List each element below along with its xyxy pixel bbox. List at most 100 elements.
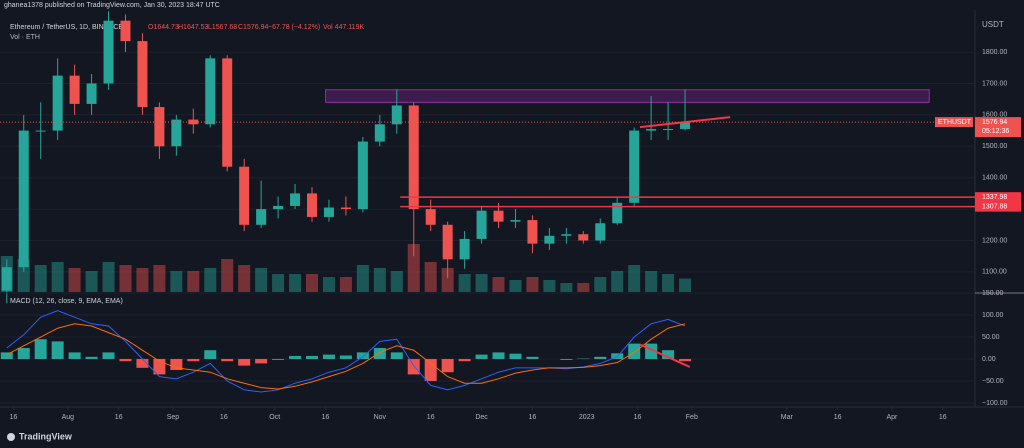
y-tick-label: 100.00 (982, 312, 1004, 319)
histogram-bar (594, 356, 607, 360)
histogram-bar (34, 339, 47, 360)
histogram-bar (272, 359, 285, 360)
volume-bar (441, 268, 454, 292)
volume-bar (289, 274, 302, 292)
volume-bar (577, 283, 590, 292)
axis-label: USDT (982, 20, 1004, 29)
histogram-bar (679, 359, 692, 362)
volume-bar (306, 274, 318, 292)
y-tick-label: 150.00 (982, 290, 1004, 297)
volume-bar (424, 262, 437, 292)
candle-body (188, 119, 199, 125)
chart-title: Ethereum / TetherUS, 1D, BINANCE (10, 24, 123, 31)
symbol-box (935, 117, 973, 128)
volume-bar (187, 271, 200, 292)
level-label-box (975, 192, 1021, 203)
x-tick-label: Dec (475, 414, 488, 421)
volume-bar (322, 277, 335, 292)
macd-line (6, 323, 686, 390)
histogram-bar (526, 356, 539, 360)
histogram-bar (492, 352, 505, 360)
histogram-bar (187, 359, 200, 362)
x-tick-label: 16 (322, 414, 330, 421)
x-tick-label: 16 (529, 414, 537, 421)
x-tick-label: Nov (374, 414, 387, 421)
x-tick-label: Aug (62, 414, 75, 421)
candle-body (374, 124, 385, 142)
last-price-label: 1576.94 (982, 119, 1007, 126)
histogram-bar (356, 352, 369, 360)
candle-body (290, 193, 301, 206)
volume-bar (272, 274, 285, 292)
y-tick-label: 1700.00 (982, 80, 1007, 87)
y-tick-label: 1100.00 (982, 269, 1007, 276)
volume-bar (509, 280, 522, 292)
candle-body (663, 129, 674, 131)
ohlc-legend: −67.78 (−4.12%) (268, 24, 320, 31)
volume-bar (339, 277, 352, 292)
macd-title: MACD (12, 26, close, 9, EMA, EMA) (10, 298, 123, 305)
candle-body (442, 224, 453, 260)
level-label: 1307.88 (982, 203, 1007, 210)
volume-bar (458, 274, 471, 292)
y-tick-label: 1600.00 (982, 112, 1007, 119)
y-tick-label: 50.00 (982, 334, 1000, 341)
candle-body (307, 193, 317, 217)
histogram-bar (662, 350, 675, 360)
candle-body (493, 210, 504, 222)
volume-bar (645, 271, 658, 292)
volume-bar (102, 262, 115, 292)
brand: TradingView (19, 431, 73, 441)
candle-body (680, 122, 691, 130)
candle-body (340, 207, 351, 210)
y-tick-label: 1500.00 (982, 143, 1007, 150)
histogram-bar (407, 359, 420, 375)
volume-bar (560, 283, 573, 292)
x-tick-label: Feb (686, 414, 698, 421)
candle-body (527, 220, 538, 244)
level-label-box (975, 201, 1021, 212)
candle-body (120, 20, 131, 42)
histogram-bar (390, 352, 403, 360)
volume-bar (475, 274, 488, 292)
histogram-bar (441, 359, 454, 373)
candle-body (256, 209, 267, 225)
candle-body (425, 209, 436, 225)
volume-bar (255, 268, 268, 292)
candle-body (171, 119, 182, 147)
y-tick-label: 1400.00 (982, 175, 1007, 182)
histogram-bar (628, 343, 641, 360)
candle-body (578, 234, 589, 241)
y-tick-label: −100.00 (982, 400, 1008, 407)
candle-body (408, 105, 419, 210)
last-price-box (975, 117, 1021, 138)
y-tick-label: 1800.00 (982, 49, 1007, 56)
ohlc-legend: H1647.53 (178, 24, 208, 31)
histogram-bar (17, 348, 30, 360)
ohlc-legend: L1567.68 (208, 24, 237, 31)
x-tick-label: 16 (115, 414, 123, 421)
trendline (639, 343, 691, 368)
candle-body (646, 129, 657, 131)
brand-logo (7, 433, 15, 441)
x-tick-label: 16 (939, 414, 947, 421)
volume-bar (356, 265, 369, 292)
footer (0, 428, 1024, 448)
volume-bar (153, 265, 166, 292)
histogram-bar (0, 352, 13, 360)
level-label: 1337.98 (982, 194, 1007, 201)
volume-bar (594, 277, 607, 292)
y-tick-label: −50.00 (982, 378, 1004, 385)
volume-bar (679, 278, 692, 292)
candle-body (222, 58, 233, 167)
volume-bar (119, 265, 132, 292)
histogram-bar (560, 359, 573, 360)
histogram-bar (170, 359, 183, 371)
candle-body (629, 130, 640, 203)
ohlc-legend: O1644.73 (148, 24, 179, 31)
candle-body (1, 267, 12, 291)
volume-bar (85, 271, 98, 292)
x-tick-label: Mar (781, 414, 794, 421)
ohlc-legend: C1576.94 (238, 24, 268, 31)
